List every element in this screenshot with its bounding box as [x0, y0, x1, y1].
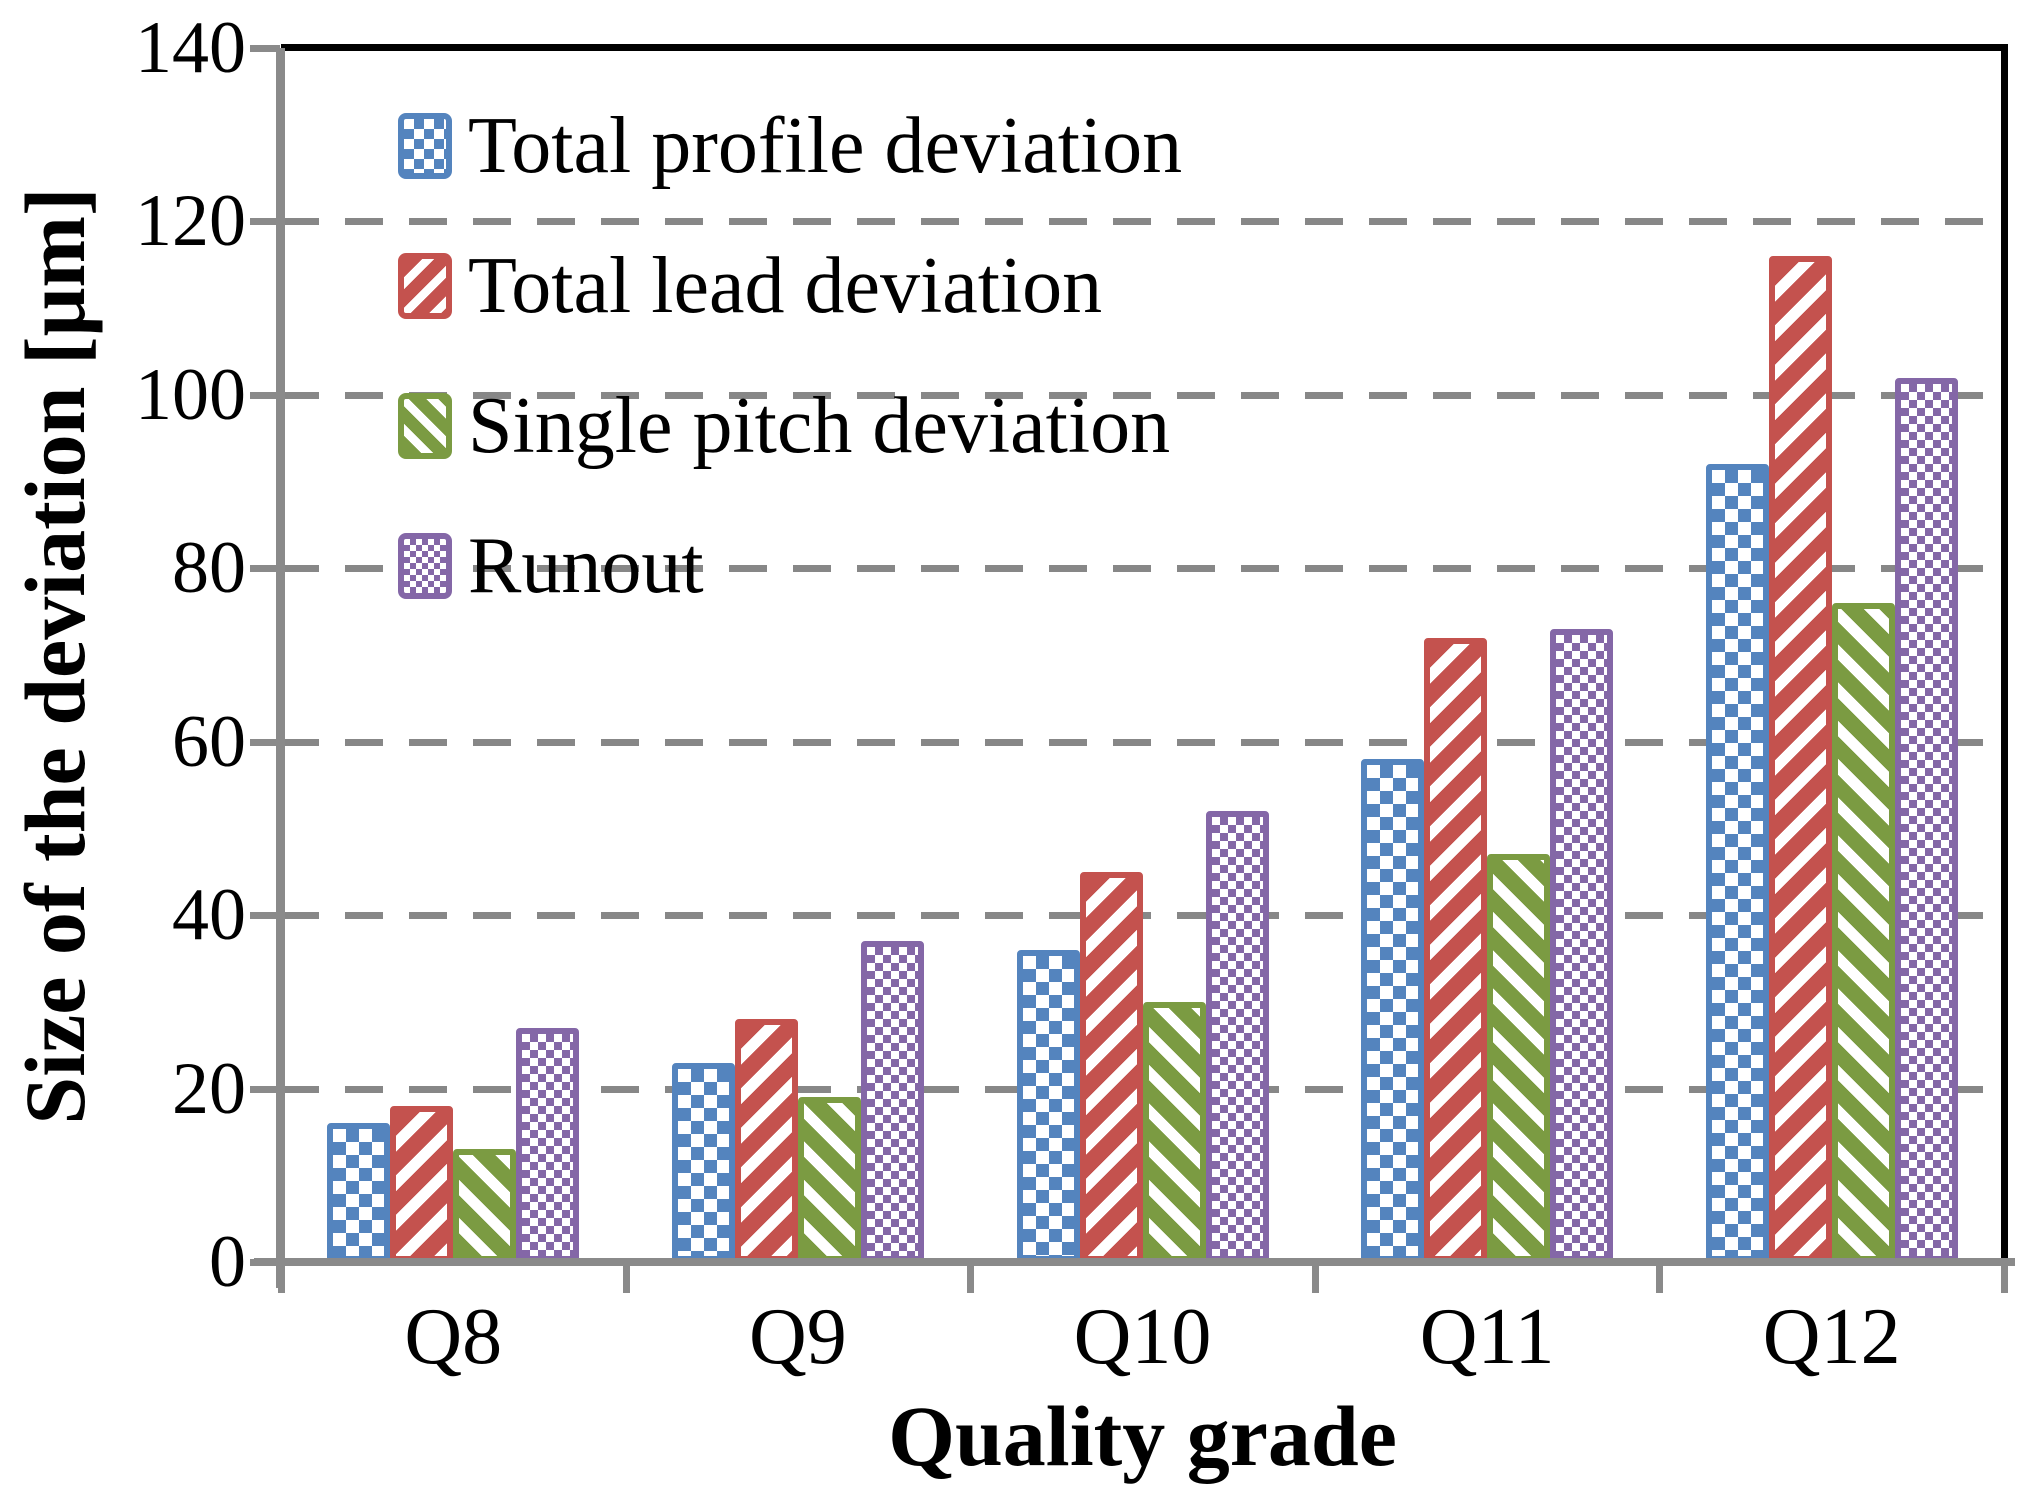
bar-q9-stripe-down — [797, 1097, 861, 1262]
bar-q11-stripe-down — [1487, 854, 1551, 1262]
y-tick-80 — [250, 565, 280, 573]
legend-label-4: Runout — [468, 521, 704, 610]
legend-swatch-stripe-up — [398, 252, 452, 319]
y-axis-line — [276, 48, 285, 1288]
legend-item-4: Runout — [398, 518, 1182, 613]
bar-q11-checker-fine — [1550, 629, 1614, 1262]
gridline-100 — [281, 391, 2004, 399]
legend-item-2: Total lead deviation — [398, 238, 1182, 333]
y-tick-label-140: 140 — [135, 7, 246, 89]
bar-q9-checker — [671, 1063, 735, 1262]
legend-swatch-checker — [398, 112, 452, 179]
plot-top-border — [281, 44, 2004, 51]
bar-q8-stripe-down — [453, 1149, 517, 1262]
y-axis-title: Size of the deviation [μm] — [7, 187, 103, 1125]
x-tick-label-q12: Q12 — [1762, 1293, 1901, 1381]
bar-q12-stripe-up — [1768, 256, 1832, 1262]
legend-label-1: Total profile deviation — [468, 101, 1183, 190]
plot-right-border — [2001, 44, 2008, 1266]
y-tick-20 — [250, 1085, 280, 1093]
bar-q12-stripe-down — [1831, 603, 1895, 1262]
x-tick-label-q8: Q8 — [404, 1293, 503, 1381]
y-tick-label-60: 60 — [172, 700, 246, 783]
legend-item-3: Single pitch deviation — [398, 378, 1182, 473]
gridline-80 — [281, 565, 2004, 573]
gridline-120 — [281, 218, 2004, 226]
bar-q10-stripe-up — [1079, 872, 1143, 1262]
bar-q11-stripe-up — [1424, 638, 1488, 1262]
y-tick-40 — [250, 912, 280, 920]
x-tick-label-q9: Q9 — [749, 1293, 847, 1381]
bar-q10-checker — [1016, 950, 1080, 1262]
x-boundary-tick-5 — [2001, 1266, 2008, 1293]
y-tick-60 — [250, 738, 280, 746]
bar-q8-stripe-up — [390, 1106, 454, 1262]
x-boundary-tick-0 — [278, 1266, 285, 1293]
y-tick-label-0: 0 — [209, 1221, 246, 1303]
gridline-60 — [281, 738, 2004, 746]
y-tick-label-120: 120 — [135, 180, 246, 263]
x-tick-label-q10: Q10 — [1073, 1293, 1212, 1381]
bar-q8-checker — [327, 1123, 391, 1262]
y-tick-100 — [250, 391, 280, 399]
plot-area — [250, 44, 2015, 1293]
bar-q12-checker-fine — [1894, 378, 1958, 1262]
x-boundary-tick-3 — [1311, 1266, 1319, 1293]
x-boundary-tick-4 — [1656, 1266, 1664, 1293]
x-axis-line — [254, 1258, 2015, 1266]
y-tick-label-20: 20 — [172, 1047, 246, 1130]
bar-q10-checker-fine — [1205, 811, 1269, 1262]
legend: Total profile deviation Total lead deviat… — [398, 98, 1182, 658]
legend-swatch-checker-fine — [398, 532, 452, 599]
bar-q8-checker-fine — [516, 1028, 580, 1262]
bar-q10-stripe-down — [1142, 1002, 1206, 1262]
legend-item-1: Total profile deviation — [398, 98, 1182, 193]
y-tick-label-80: 80 — [172, 527, 246, 610]
legend-label-2: Total lead deviation — [468, 241, 1103, 330]
y-tick-140 — [250, 45, 280, 52]
x-tick-label-q11: Q11 — [1419, 1293, 1555, 1381]
y-tick-label-40: 40 — [172, 874, 246, 957]
y-tick-label-100: 100 — [135, 353, 246, 436]
legend-swatch-stripe-down — [398, 392, 452, 459]
bar-q9-stripe-up — [734, 1019, 798, 1262]
bar-q12-checker — [1705, 464, 1769, 1262]
legend-label-3: Single pitch deviation — [468, 381, 1171, 470]
x-boundary-tick-1 — [622, 1266, 630, 1293]
y-tick-120 — [250, 218, 280, 226]
x-axis-title: Quality grade — [888, 1388, 1397, 1484]
gridline-40 — [281, 912, 2004, 920]
bar-q9-checker-fine — [860, 941, 924, 1262]
y-tick-0 — [250, 1259, 280, 1266]
bar-q11-checker — [1361, 759, 1425, 1262]
x-boundary-tick-2 — [967, 1266, 975, 1293]
